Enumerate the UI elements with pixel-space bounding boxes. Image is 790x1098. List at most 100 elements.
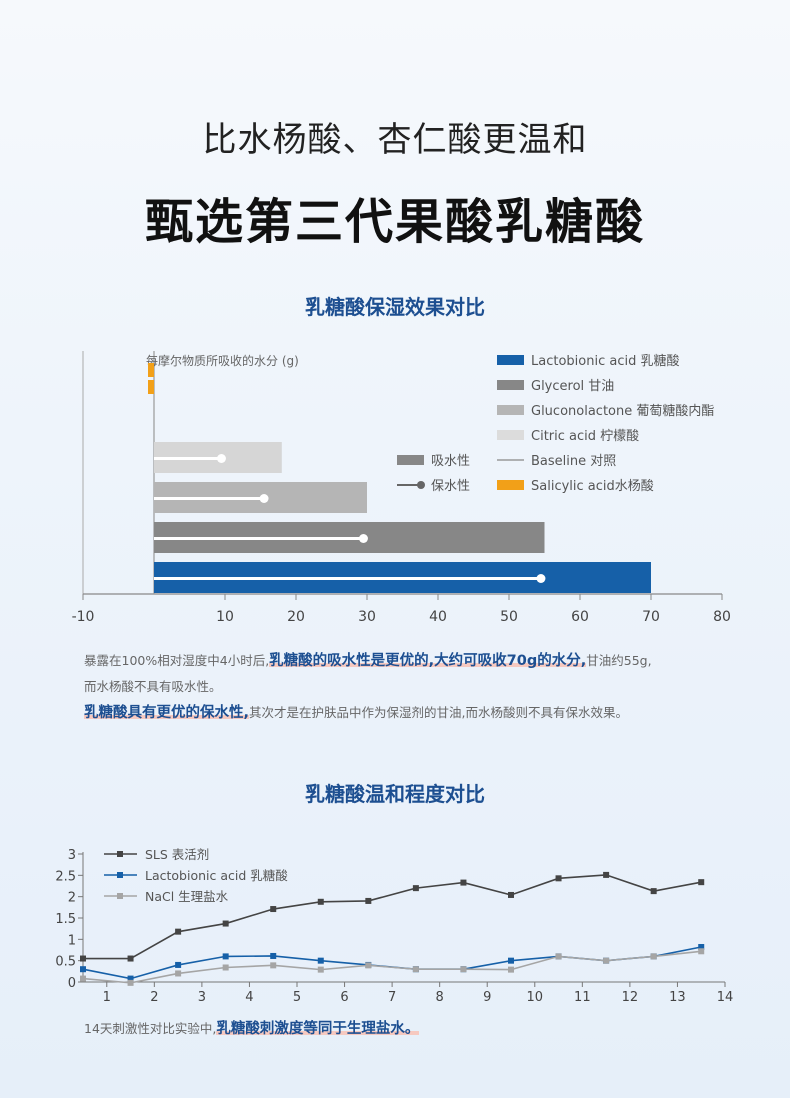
note1-p1-pre: 暴露在100%相对湿度中4小时后, xyxy=(84,653,270,668)
series-point xyxy=(555,875,562,882)
series-point xyxy=(650,888,657,895)
x-tick-label: 10 xyxy=(527,990,544,1005)
headline: 甄选第三代果酸乳糖酸 xyxy=(144,194,645,250)
legend-swatch xyxy=(497,405,524,415)
series-point xyxy=(698,879,705,886)
series-point xyxy=(270,952,277,959)
x-tick-label: 12 xyxy=(622,990,639,1005)
series-point xyxy=(365,897,372,904)
note2-highlight: 乳糖酸刺激度等同于生理盐水。 xyxy=(216,1021,420,1037)
x-tick-label: 10 xyxy=(216,609,234,625)
series-point xyxy=(317,898,324,905)
legend-swatch xyxy=(397,455,424,465)
x-tick-label: 8 xyxy=(436,990,444,1005)
bar xyxy=(148,380,154,394)
series-point xyxy=(412,885,419,892)
series-point xyxy=(698,948,705,955)
axis-annotation: 每摩尔物质所吸收的水分 (g) xyxy=(146,353,299,368)
legend-label: Lactobionic acid 乳糖酸 xyxy=(145,868,288,883)
series-line xyxy=(83,874,702,960)
series-point xyxy=(270,906,277,913)
x-tick-label: 40 xyxy=(429,609,447,625)
legend-swatch-marker xyxy=(117,872,123,878)
series-point xyxy=(270,962,277,969)
x-tick-label: 70 xyxy=(642,609,660,625)
y-tick-label: 1 xyxy=(68,933,76,948)
series-point xyxy=(175,961,182,968)
series-point xyxy=(412,966,419,973)
series-point xyxy=(603,871,610,878)
y-tick-label: 2.5 xyxy=(55,869,76,884)
series-point xyxy=(175,928,182,935)
legend-swatch xyxy=(497,355,524,365)
legend-swatch xyxy=(497,380,524,390)
note1-p3-highlight: 乳糖酸具有更优的保水性, xyxy=(84,705,250,721)
legend-label: SLS 表活剂 xyxy=(145,847,209,862)
retention-point xyxy=(358,534,368,543)
chart2-title: 乳糖酸温和程度对比 xyxy=(305,782,485,806)
legend-swatch-dot xyxy=(417,481,425,489)
y-tick-label: 0.5 xyxy=(55,955,76,970)
note1-p1-highlight: 乳糖酸的吸水性是更优的,大约可吸收70g的水分, xyxy=(269,653,587,669)
x-tick-label: 5 xyxy=(293,990,301,1005)
x-tick-label: 4 xyxy=(245,990,253,1005)
series-point xyxy=(222,920,229,927)
series-point xyxy=(555,953,562,960)
legend-label: NaCl 生理盐水 xyxy=(145,889,229,904)
retention-point xyxy=(259,494,269,503)
sub-headline: 比水杨酸、杏仁酸更温和 xyxy=(202,120,588,160)
note1-p3-post: 其次才是在护肤品中作为保湿剂的甘油,而水杨酸则不具有保水效果。 xyxy=(249,705,628,720)
series-point xyxy=(460,879,467,886)
legend-swatch-marker xyxy=(117,893,123,899)
series-point xyxy=(222,964,229,971)
series-point xyxy=(317,966,324,973)
chart1-title: 乳糖酸保湿效果对比 xyxy=(305,295,485,319)
note1-p2: 而水杨酸不具有吸水性。 xyxy=(84,679,222,694)
series-point xyxy=(80,966,86,973)
series-point xyxy=(175,970,182,977)
legend-swatch xyxy=(497,430,524,440)
series-point xyxy=(508,966,514,973)
retention-point xyxy=(536,574,546,583)
x-tick-label: 11 xyxy=(574,990,591,1005)
series-point xyxy=(650,953,657,960)
series-point xyxy=(127,955,134,962)
y-tick-label: 0 xyxy=(68,976,76,991)
series-point xyxy=(127,975,134,982)
y-tick-label: 1.5 xyxy=(55,912,76,927)
legend-label: Baseline 对照 xyxy=(531,454,616,469)
x-tick-label: 7 xyxy=(388,990,396,1005)
x-tick-label: -10 xyxy=(72,609,95,625)
y-tick-label: 2 xyxy=(68,891,76,906)
x-tick-label: 9 xyxy=(483,990,491,1005)
note1-p1-post: 甘油约55g, xyxy=(586,653,652,668)
moisture-chart: -10 10 20 30 40 50 60 70 80 每摩尔物质所吸收的水分 (g) Lactob… xyxy=(72,351,731,625)
x-tick-label: 50 xyxy=(500,609,518,625)
series-point xyxy=(80,975,86,982)
moisture-note: 暴露在100%相对湿度中4小时后,乳糖酸的吸水性是更优的,大约可吸收70g的水分… xyxy=(84,648,744,726)
y-tick-label: 3 xyxy=(68,848,76,863)
note2-pre: 14天刺激性对比实验中, xyxy=(84,1021,217,1036)
series-point xyxy=(317,957,324,964)
irritation-note: 14天刺激性对比实验中,乳糖酸刺激度等同于生理盐水。 xyxy=(84,1016,744,1042)
x-tick-label: 60 xyxy=(571,609,589,625)
series-point xyxy=(508,957,514,964)
legend-label: Salicylic acid水杨酸 xyxy=(531,479,654,494)
retention-point xyxy=(216,454,226,463)
x-tick-label: 30 xyxy=(358,609,376,625)
x-tick-label: 1 xyxy=(103,990,111,1005)
bar xyxy=(148,363,154,377)
series-point xyxy=(460,966,467,973)
legend-label: Glycerol 甘油 xyxy=(531,379,614,394)
series-point xyxy=(222,953,229,960)
legend-label: 吸水性 xyxy=(431,454,470,469)
legend-label: Citric acid 柠檬酸 xyxy=(531,429,639,444)
x-tick-label: 13 xyxy=(669,990,686,1005)
series-point xyxy=(698,944,705,951)
x-tick-label: 2 xyxy=(150,990,158,1005)
x-tick-label: 6 xyxy=(340,990,348,1005)
legend-label: Gluconolactone 葡萄糖酸内酯 xyxy=(531,403,714,419)
legend-label: Lactobionic acid 乳糖酸 xyxy=(531,353,679,369)
series-point xyxy=(365,962,372,969)
